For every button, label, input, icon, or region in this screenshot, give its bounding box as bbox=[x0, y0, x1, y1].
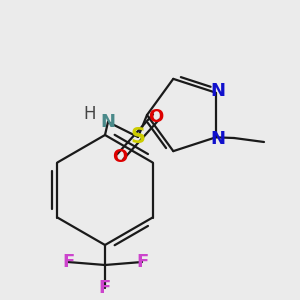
Text: S: S bbox=[130, 127, 146, 147]
Text: H: H bbox=[84, 105, 96, 123]
Text: N: N bbox=[100, 113, 116, 131]
Text: F: F bbox=[62, 253, 74, 271]
Text: N: N bbox=[210, 82, 225, 100]
Text: F: F bbox=[136, 253, 148, 271]
Text: N: N bbox=[210, 130, 225, 148]
Text: O: O bbox=[148, 108, 164, 126]
Text: O: O bbox=[112, 148, 128, 166]
Text: F: F bbox=[99, 279, 111, 297]
